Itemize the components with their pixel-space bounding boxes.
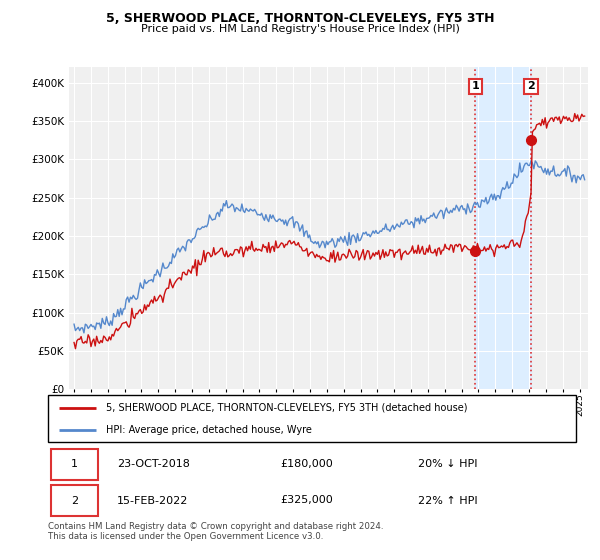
Text: 1: 1: [71, 459, 78, 469]
Text: 5, SHERWOOD PLACE, THORNTON-CLEVELEYS, FY5 3TH (detached house): 5, SHERWOOD PLACE, THORNTON-CLEVELEYS, F…: [106, 403, 467, 413]
FancyBboxPatch shape: [50, 485, 98, 516]
Text: 22% ↑ HPI: 22% ↑ HPI: [418, 496, 477, 506]
Text: HPI: Average price, detached house, Wyre: HPI: Average price, detached house, Wyre: [106, 424, 312, 435]
Text: Price paid vs. HM Land Registry's House Price Index (HPI): Price paid vs. HM Land Registry's House …: [140, 24, 460, 34]
Text: 2: 2: [71, 496, 78, 506]
Text: 2: 2: [527, 81, 535, 91]
Text: 15-FEB-2022: 15-FEB-2022: [116, 496, 188, 506]
FancyBboxPatch shape: [48, 395, 576, 442]
FancyBboxPatch shape: [50, 449, 98, 479]
Text: 20% ↓ HPI: 20% ↓ HPI: [418, 459, 477, 469]
Text: £325,000: £325,000: [280, 496, 333, 506]
Text: 23-OCT-2018: 23-OCT-2018: [116, 459, 190, 469]
Text: 5, SHERWOOD PLACE, THORNTON-CLEVELEYS, FY5 3TH: 5, SHERWOOD PLACE, THORNTON-CLEVELEYS, F…: [106, 12, 494, 25]
Text: £180,000: £180,000: [280, 459, 333, 469]
Text: 1: 1: [472, 81, 479, 91]
Text: Contains HM Land Registry data © Crown copyright and database right 2024.
This d: Contains HM Land Registry data © Crown c…: [48, 522, 383, 542]
Bar: [475, 67, 531, 389]
